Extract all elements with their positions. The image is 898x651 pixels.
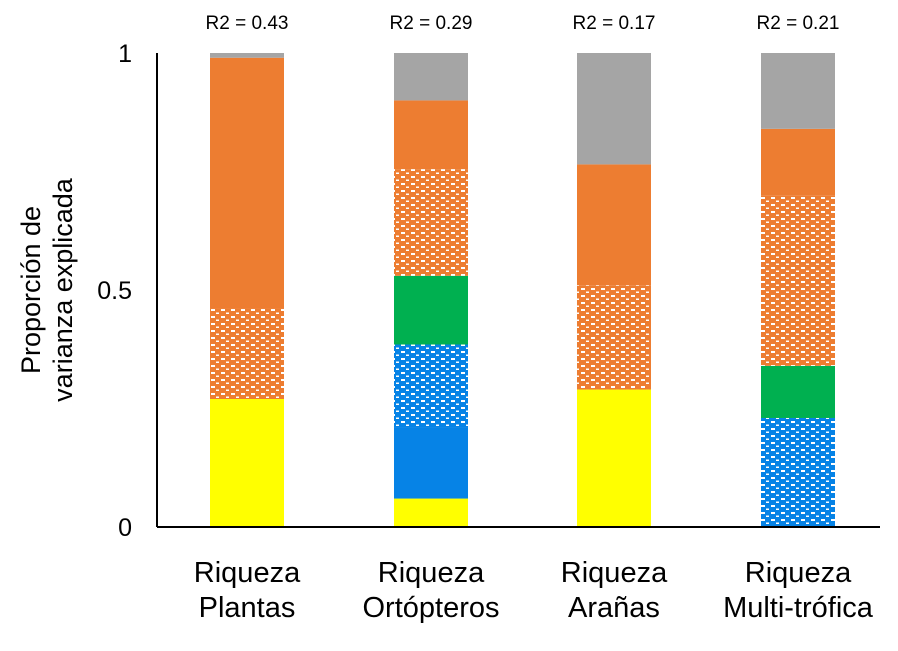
bar-segment-2-1 (394, 498, 468, 527)
bars (210, 53, 835, 527)
y-axis-label-line-1: Proporción de (16, 206, 46, 374)
r2-annotation: R2 = 0.29 (390, 13, 473, 34)
x-tick-label: Riqueza (194, 557, 301, 589)
r2-annotation: R2 = 0.17 (573, 13, 656, 34)
x-tick-label: Plantas (199, 592, 296, 624)
bar-segment-4-5 (761, 195, 835, 366)
bar-segment-3-6 (577, 164, 651, 286)
bar-segment-3-5 (577, 285, 651, 390)
y-axis-label: Proporción de varianza explicada (16, 177, 78, 402)
x-tick-label: Riqueza (378, 557, 485, 589)
bar-segment-1-6 (210, 57, 284, 309)
bar-segment-3-1 (577, 389, 651, 527)
bar-segment-2-7 (394, 53, 468, 101)
bar-segment-4-3 (761, 417, 835, 527)
bar-segment-1-5 (210, 308, 284, 400)
bar-segment-4-4 (761, 365, 835, 418)
bar-segment-4-7 (761, 53, 835, 129)
bar-segment-2-5 (394, 169, 468, 276)
bar-segment-1-1 (210, 399, 284, 527)
bar-segment-2-3 (394, 344, 468, 428)
y-axis-label-line-2: varianza explicada (48, 177, 78, 402)
bar-segment-2-6 (394, 100, 468, 170)
bar-segment-2-2 (394, 427, 468, 499)
r2-annotation: R2 = 0.43 (206, 13, 289, 34)
r2-annotation: R2 = 0.21 (757, 13, 840, 34)
bar-segment-2-4 (394, 275, 468, 345)
bar-segment-4-6 (761, 128, 835, 196)
x-tick-label: Arañas (568, 592, 660, 624)
x-tick-label: Ortópteros (363, 592, 500, 624)
x-tick-label: Multi-trófica (723, 592, 874, 624)
y-tick-label: 0 (118, 514, 132, 542)
x-tick-label: Riqueza (745, 557, 852, 589)
bar-segment-1-7 (210, 53, 284, 58)
y-tick-label: 0.5 (97, 277, 132, 305)
y-tick-label: 1 (118, 40, 132, 68)
bar-segment-3-7 (577, 53, 651, 165)
x-tick-label: Riqueza (561, 557, 668, 589)
